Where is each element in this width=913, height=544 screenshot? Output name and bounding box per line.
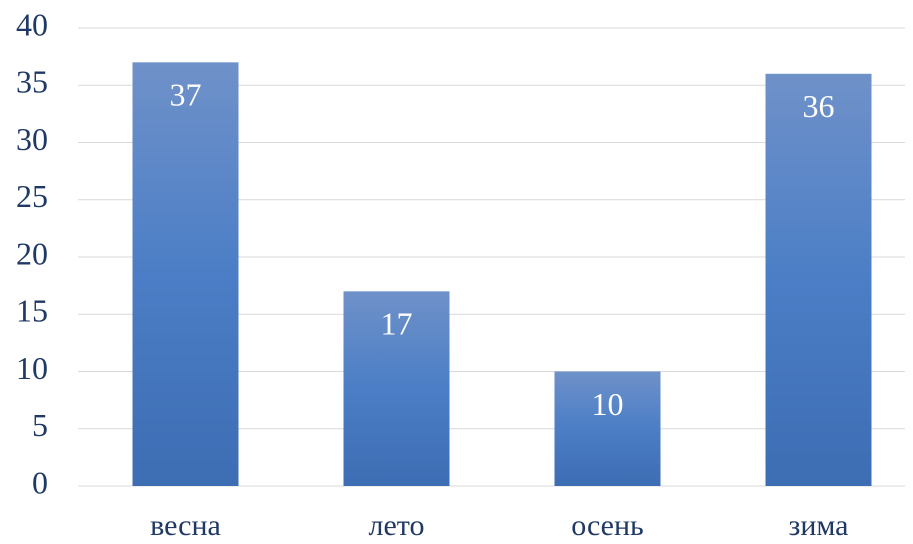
data-label: 17 [381, 306, 413, 342]
data-label: 36 [803, 88, 835, 124]
y-tick-label: 35 [16, 64, 48, 100]
y-tick-label: 40 [16, 6, 48, 42]
bar [765, 73, 872, 487]
y-tick-label: 25 [16, 178, 48, 214]
y-tick-label: 5 [32, 407, 48, 443]
data-label: 10 [592, 386, 624, 422]
y-tick-label: 10 [16, 350, 48, 386]
x-tick-label: осень [571, 509, 643, 542]
y-tick-label: 30 [16, 121, 48, 157]
bar [554, 371, 661, 486]
x-tick-label: весна [150, 509, 221, 542]
x-tick-label: лето [368, 509, 424, 542]
x-tick-label: зима [789, 509, 849, 542]
y-tick-label: 0 [32, 464, 48, 500]
data-label: 37 [170, 77, 202, 113]
y-tick-label: 20 [16, 235, 48, 271]
y-tick-label: 15 [16, 293, 48, 329]
bar [132, 62, 239, 486]
bar [343, 291, 450, 486]
